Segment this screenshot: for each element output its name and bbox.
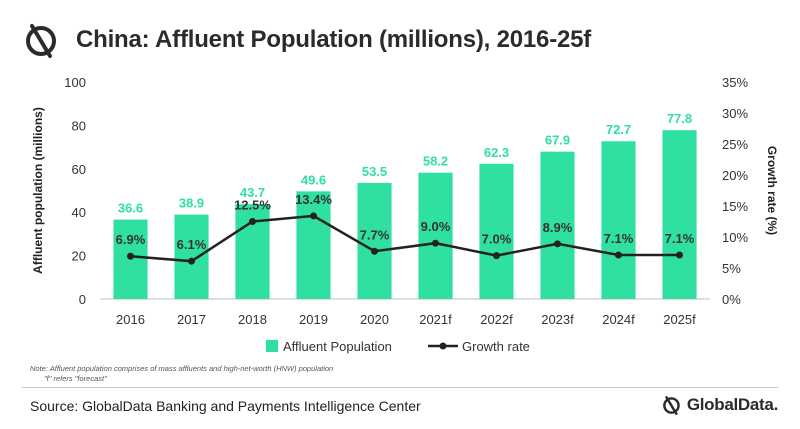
- growth-rate-point: [615, 251, 622, 259]
- growth-rate-point: [249, 218, 256, 225]
- x-axis-tick-label: 2017: [177, 312, 206, 327]
- bar: [296, 191, 331, 299]
- right-axis-tick-label: 10%: [722, 230, 748, 245]
- brand: GlobalData.: [661, 393, 778, 417]
- bar-data-label: 72.7: [606, 122, 631, 137]
- bar-data-label: 58.2: [423, 154, 448, 169]
- bar-data-label: 53.5: [362, 164, 387, 179]
- x-axis-tick-label: 2019: [299, 312, 328, 327]
- right-axis-tick-label: 20%: [722, 168, 748, 183]
- bar-data-label: 62.3: [484, 145, 509, 160]
- right-axis-title: Growth rate (%): [765, 146, 779, 235]
- right-axis-tick-label: 15%: [722, 199, 748, 214]
- right-axis-tick-label: 0%: [722, 292, 741, 307]
- right-axis-tick-label: 35%: [722, 75, 748, 90]
- bar: [174, 214, 209, 299]
- left-axis-tick-label: 40: [72, 205, 86, 220]
- globaldata-logo-icon: [26, 24, 56, 58]
- growth-rate-point: [676, 251, 683, 259]
- chart-title: China: Affluent Population (millions), 2…: [76, 26, 592, 53]
- growth-rate-point: [432, 239, 439, 247]
- legend-swatch-affluent: [266, 340, 278, 352]
- left-axis-tick-label: 20: [72, 249, 86, 264]
- bar: [357, 182, 392, 299]
- growth-data-label: 7.0%: [482, 232, 512, 247]
- bar-data-label: 43.7: [240, 185, 265, 200]
- brand-name: GlobalData.: [686, 395, 778, 414]
- bar: [418, 172, 453, 299]
- chart-note: Note: Affluent population comprises of m…: [30, 364, 334, 373]
- growth-rate-point: [188, 257, 195, 265]
- x-axis-tick-label: 2022f: [480, 312, 513, 327]
- growth-data-label: 8.9%: [543, 220, 573, 235]
- x-axis-tick-label: 2018: [238, 312, 267, 327]
- growth-rate-point: [371, 247, 378, 255]
- bar-data-label: 38.9: [179, 196, 204, 211]
- bar-data-label: 77.8: [667, 111, 692, 126]
- left-axis-title: Affluent population (millions): [31, 107, 45, 274]
- source-text: Source: GlobalData Banking and Payments …: [30, 398, 421, 414]
- left-axis-tick-label: 80: [72, 118, 86, 133]
- x-axis-tick-label: 2025f: [663, 312, 696, 327]
- legend-label-affluent: Affluent Population: [283, 339, 392, 354]
- left-axis-tick-label: 60: [72, 162, 86, 177]
- bar: [601, 141, 636, 299]
- bar-data-label: 67.9: [545, 133, 570, 148]
- growth-rate-point: [127, 252, 134, 260]
- right-axis-tick-label: 30%: [722, 106, 748, 121]
- x-axis-tick-label: 2023f: [541, 312, 574, 327]
- left-axis-tick-label: 100: [64, 75, 86, 90]
- legend-label-growth: Growth rate: [462, 339, 530, 354]
- footer-divider: [22, 387, 778, 388]
- growth-data-label: 6.9%: [116, 232, 146, 247]
- bar-data-label: 36.6: [118, 201, 143, 216]
- growth-rate-line: [130, 214, 680, 263]
- globaldata-logo-icon: [662, 396, 680, 415]
- x-axis-tick-label: 2024f: [602, 312, 635, 327]
- x-axis-tick-label: 2016: [116, 312, 145, 327]
- growth-data-label: 7.1%: [665, 231, 695, 246]
- growth-data-label: 13.4%: [295, 192, 332, 207]
- left-axis-tick-label: 0: [79, 292, 86, 307]
- growth-data-label: 6.1%: [177, 237, 207, 252]
- right-axis-tick-label: 5%: [722, 261, 741, 276]
- bar: [540, 151, 575, 299]
- growth-rate-point: [493, 252, 500, 260]
- growth-data-label: 12.5%: [234, 198, 271, 213]
- right-axis-tick-label: 25%: [722, 137, 748, 152]
- growth-rate-point: [554, 240, 561, 248]
- legend-marker-growth: [439, 342, 447, 350]
- bar: [479, 163, 514, 299]
- x-axis-tick-label: 2020: [360, 312, 389, 327]
- x-axis-tick-label: 2021f: [419, 312, 452, 327]
- chart-header: China: Affluent Population (millions), 2…: [22, 18, 782, 62]
- bar-data-label: 49.6: [301, 172, 326, 187]
- growth-data-label: 7.7%: [360, 227, 390, 242]
- chart-note-forecast: "f" refers "forecast": [44, 374, 107, 383]
- growth-data-label: 7.1%: [604, 231, 634, 246]
- growth-data-label: 9.0%: [421, 219, 451, 234]
- growth-rate-point: [310, 212, 317, 220]
- chart: 0 20 40 60 80 100 0% 5% 10% 15% 20% 25% 30% 35% Afflue…: [31, 75, 779, 354]
- bar: [662, 130, 697, 299]
